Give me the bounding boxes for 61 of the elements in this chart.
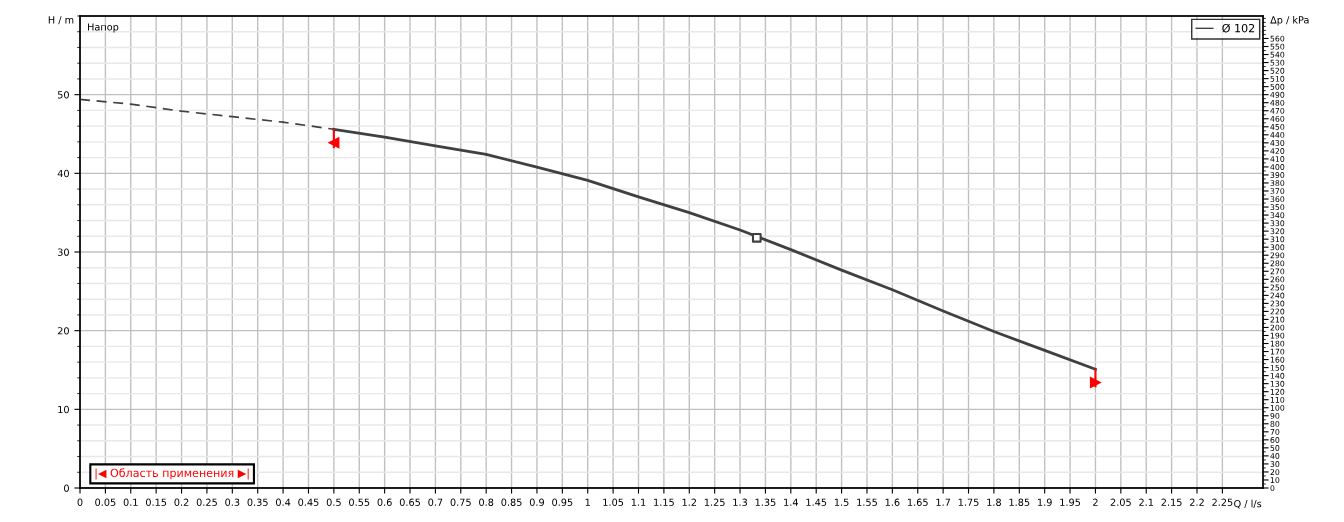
- x-tick-label: 0.85: [501, 498, 522, 506]
- x-tick-label: 2: [1093, 498, 1098, 506]
- x-tick-label: 1.8: [987, 498, 1001, 506]
- x-tick-label: 1.1: [631, 498, 646, 506]
- x-tick-label: 0.45: [298, 498, 319, 506]
- x-tick-label: 1.5: [834, 498, 849, 506]
- x-tick-label: 1: [585, 498, 590, 506]
- point: [751, 233, 762, 243]
- x-tick-label: 0.25: [196, 498, 217, 506]
- x-tick-label: 1.75: [958, 498, 979, 506]
- x-tick-label: 1.2: [682, 498, 697, 506]
- x-tick-label: 0.15: [145, 498, 167, 506]
- x-tick-label: 2.15: [1161, 498, 1182, 506]
- x-axis-title: Q / l/s: [1234, 499, 1262, 509]
- x-tick-label: 0.35: [247, 498, 268, 506]
- x-tick-label: 1.15: [654, 498, 674, 506]
- x-tick-label: 2.2: [1189, 498, 1204, 506]
- y-tick-label: 30: [57, 248, 69, 256]
- x-tick-label: 0.1: [123, 498, 138, 506]
- y-tick-label: 40: [57, 169, 69, 178]
- x-tick-label: 0.9: [529, 498, 544, 506]
- x-tick-label: 1.4: [784, 498, 798, 506]
- x-tick-label: 0.65: [399, 498, 420, 506]
- x-tick-label: 2.05: [1110, 498, 1131, 506]
- annotation: Напор: [88, 23, 119, 33]
- x-tick-label: 0.75: [450, 498, 471, 506]
- x-tick-label: 2.25: [1212, 498, 1233, 506]
- x-tick-label: 0.5: [326, 498, 341, 506]
- y-axis-title: H / m: [48, 16, 74, 25]
- x-tick-label: 1.45: [806, 498, 827, 506]
- x-tick-label: 0.3: [225, 498, 240, 506]
- y-tick-label: 10: [58, 405, 69, 414]
- point: [1089, 377, 1102, 389]
- x-tick-label: 0.8: [479, 498, 494, 506]
- annotation: |◀ Область применения ▶|: [95, 468, 249, 480]
- y-tick-label: 0: [64, 484, 69, 492]
- x-tick-label: 1.25: [704, 498, 725, 506]
- legend-label: Ø 102: [1222, 23, 1255, 33]
- x-tick-label: 0.05: [95, 498, 116, 506]
- x-tick-label: 1.55: [857, 498, 877, 506]
- point: [328, 137, 340, 149]
- x-tick-label: 0.95: [552, 498, 573, 506]
- x-tick-label: 1.05: [603, 498, 624, 506]
- x-tick-label: 0.6: [377, 498, 392, 506]
- x-tick-label: 0: [77, 498, 83, 506]
- x-tick-label: 2.1: [1139, 498, 1154, 506]
- x-tick-label: 1.85: [1009, 498, 1030, 506]
- y-tick-label: 20: [57, 327, 69, 335]
- x-tick-label: 1.65: [907, 498, 928, 506]
- x-tick-label: 1.95: [1060, 498, 1081, 506]
- x-tick-label: 1.3: [733, 498, 747, 506]
- x-tick-label: 1.35: [755, 498, 776, 506]
- x-tick-label: 0.7: [428, 498, 443, 506]
- x-tick-label: 0.55: [349, 498, 370, 506]
- y-tick-label: 50: [57, 91, 69, 99]
- x-tick-label: 0.2: [174, 498, 189, 506]
- x-tick-label: 1.6: [885, 498, 900, 506]
- x-tick-label: 1.7: [936, 498, 951, 506]
- x-tick-label: 1.9: [1038, 498, 1052, 506]
- x-tick-label: 0.4: [276, 498, 291, 506]
- y2-axis-title: Δp / kPa: [1270, 16, 1309, 26]
